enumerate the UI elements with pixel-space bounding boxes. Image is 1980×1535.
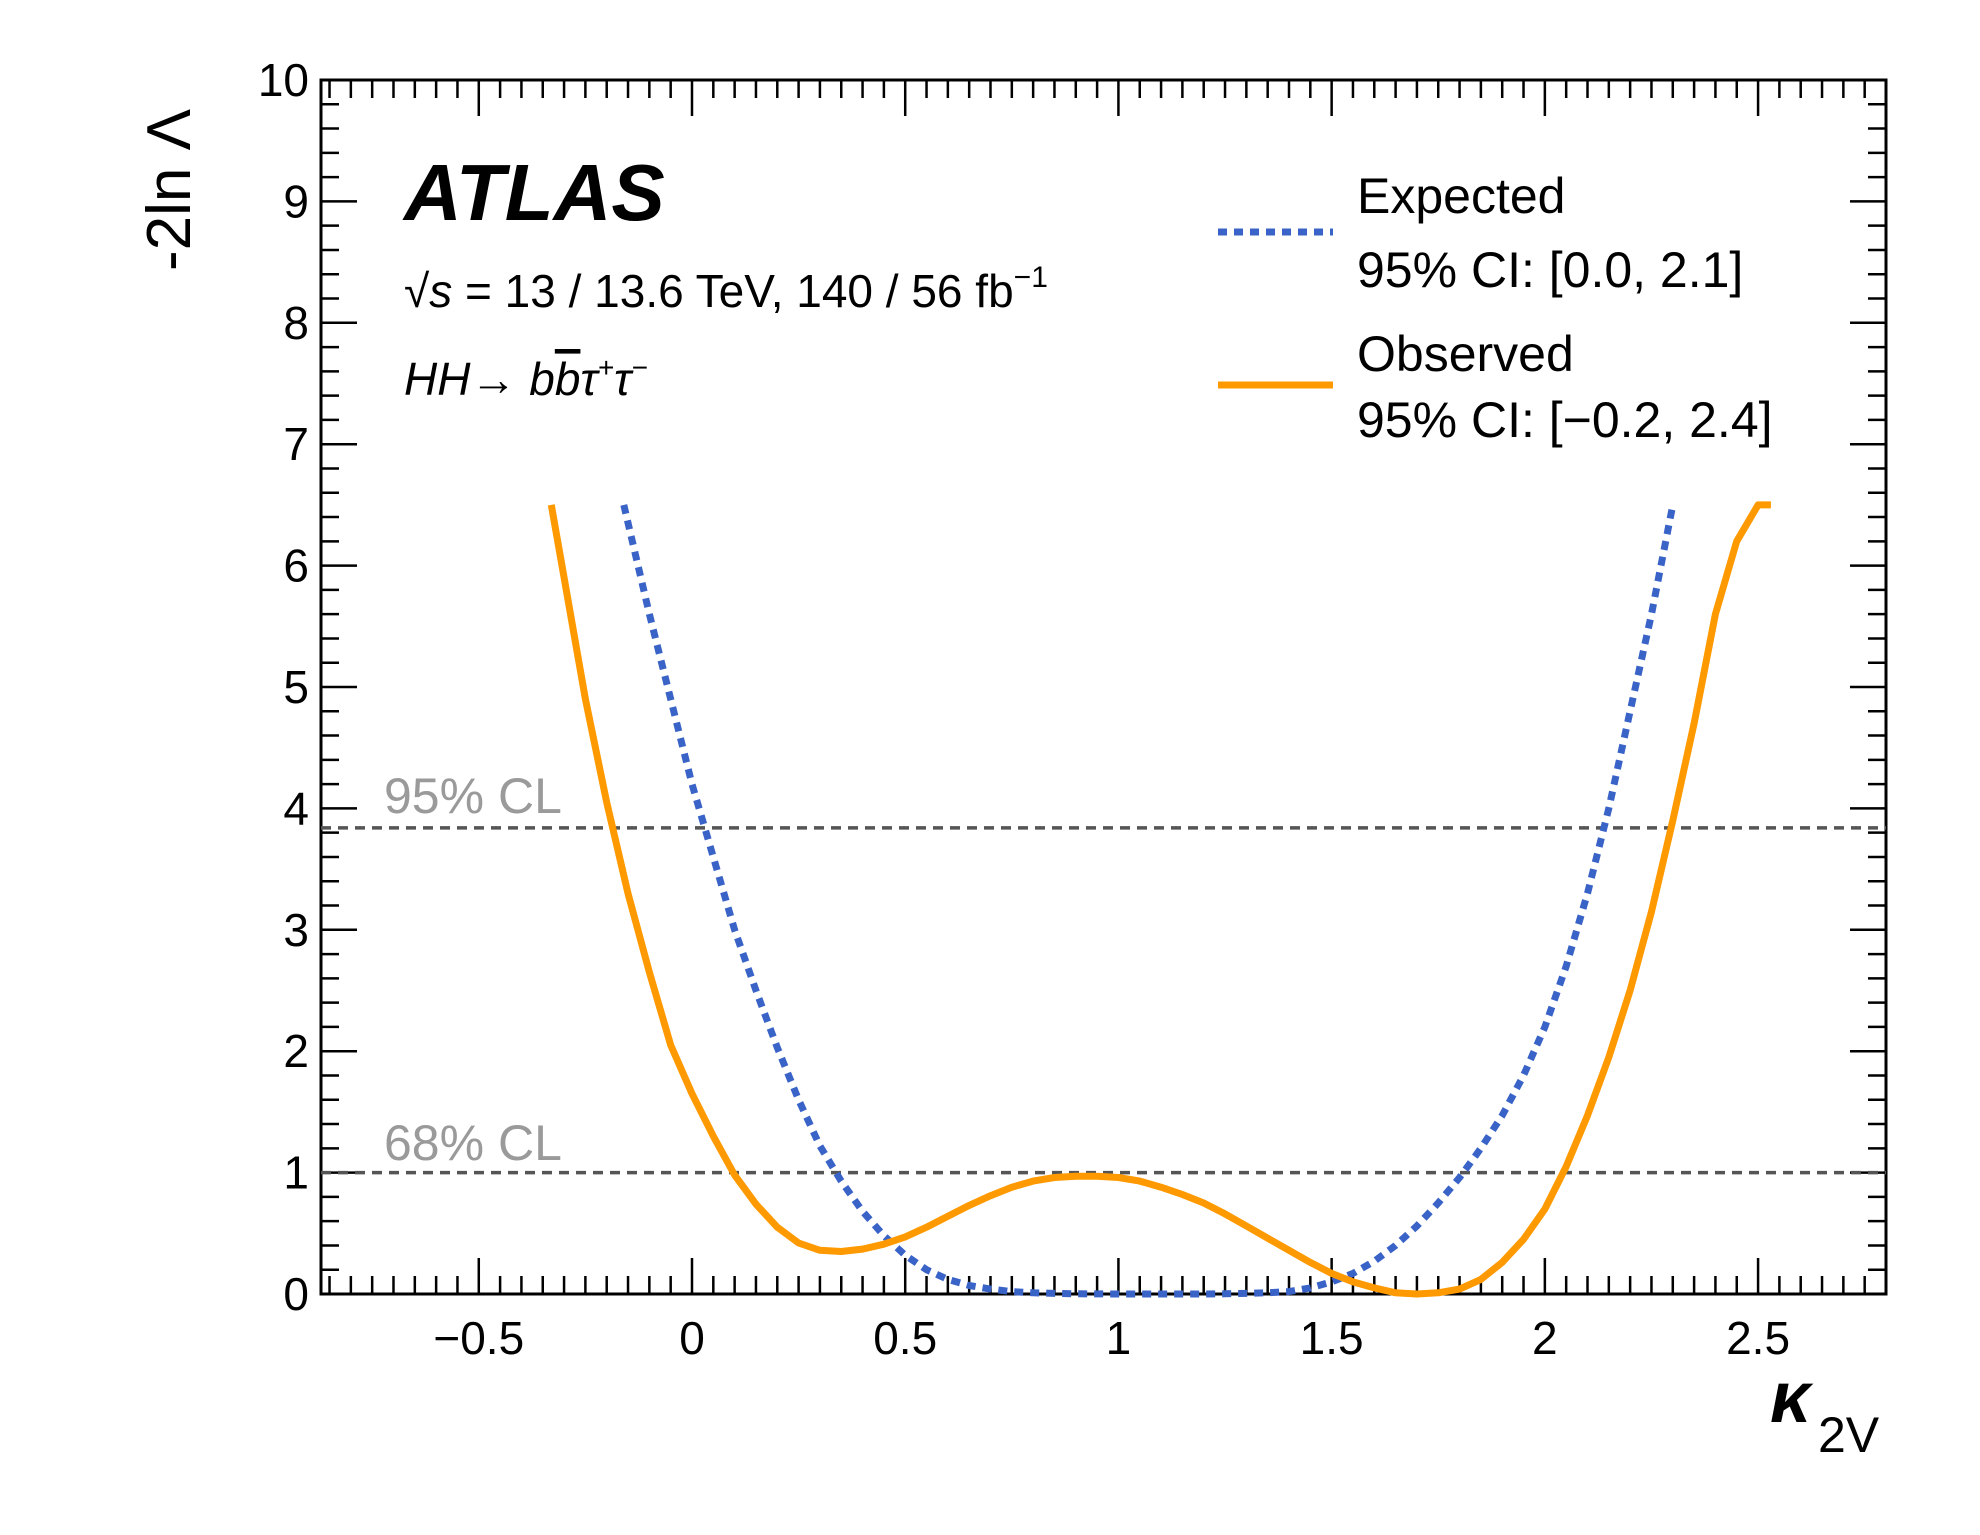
curves xyxy=(547,501,1771,1298)
legend-observed-ci: 95% CI: [−0.2, 2.4] xyxy=(1357,392,1773,448)
x-tick-label: 1 xyxy=(1106,1312,1132,1364)
sqrt-symbol: √ xyxy=(404,265,430,317)
observed-curve xyxy=(547,501,1771,1298)
sqrt-s: s xyxy=(429,265,452,317)
legend-expected-name: Expected xyxy=(1357,168,1565,224)
y-tick-label: 2 xyxy=(283,1025,309,1077)
y-tick-label: 8 xyxy=(283,297,309,349)
y-axis-title: -2ln Λ xyxy=(135,108,204,271)
y-tick-label: 7 xyxy=(283,418,309,470)
x-tick-label: 1.5 xyxy=(1300,1312,1364,1364)
y-tick-label: 3 xyxy=(283,904,309,956)
y-tick-label: 0 xyxy=(283,1268,309,1320)
atlas-label: ATLAS xyxy=(402,148,665,237)
cl95-label: 95% CL xyxy=(384,768,562,824)
x-axis-subscript: 2V xyxy=(1818,1407,1880,1463)
process-arrow: → xyxy=(470,353,529,405)
lumi-exponent: −1 xyxy=(1014,261,1048,294)
expected-curve xyxy=(620,504,1677,1298)
y-tick-label: 6 xyxy=(283,540,309,592)
x-tick-label: −0.5 xyxy=(433,1312,524,1364)
x-axis-title: κ xyxy=(1770,1358,1814,1438)
process-minus-sign: − xyxy=(631,352,647,383)
x-tick-label: 0.5 xyxy=(873,1312,937,1364)
confidence-level-lines xyxy=(321,826,1886,1175)
y-tick-label: 5 xyxy=(283,661,309,713)
process-text: HH→ bbτ+τ− xyxy=(404,352,648,405)
x-tick-label: 0 xyxy=(679,1312,705,1364)
process-plus-sign: + xyxy=(598,352,614,383)
process-hh: HH xyxy=(404,353,471,405)
process-bbar: b xyxy=(555,353,581,405)
process-tau-minus: τ xyxy=(614,353,634,405)
y-tick-label: 9 xyxy=(283,175,309,227)
y-tick-label: 4 xyxy=(283,782,309,834)
y-tick-label: 10 xyxy=(258,54,309,106)
energy-lumi-values: = 13 / 13.6 TeV, 140 / 56 fb xyxy=(452,265,1013,317)
energy-lumi-text: √s = 13 / 13.6 TeV, 140 / 56 fb−1 xyxy=(404,261,1048,317)
x-tick-label: 2.5 xyxy=(1726,1312,1790,1364)
y-tick-labels: 0 1 2 3 4 5 6 7 8 9 10 xyxy=(258,54,309,1320)
y-tick-label: 1 xyxy=(283,1147,309,1199)
legend-expected-ci: 95% CI: [0.0, 2.1] xyxy=(1357,242,1743,298)
cl68-label: 68% CL xyxy=(384,1115,562,1171)
x-tick-label: 2 xyxy=(1532,1312,1558,1364)
x-tick-labels: −0.5 0 0.5 1 1.5 2 2.5 xyxy=(433,1312,1790,1364)
process-tau-plus: τ xyxy=(580,353,600,405)
legend-observed-name: Observed xyxy=(1357,326,1574,382)
process-b: b xyxy=(529,353,555,405)
axis-ticks xyxy=(321,78,1888,1296)
legend: Expected 95% CI: [0.0, 2.1] Observed 95%… xyxy=(1218,168,1773,448)
